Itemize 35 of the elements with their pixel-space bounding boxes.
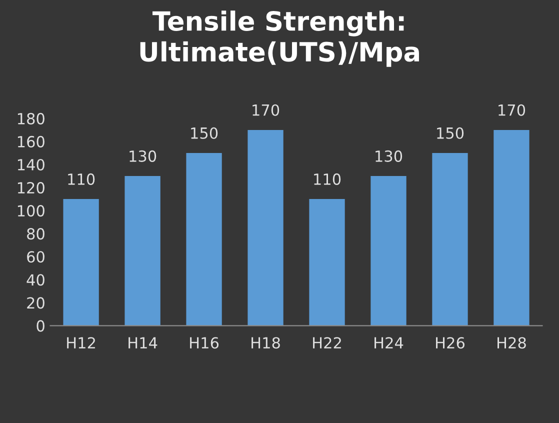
bar	[186, 152, 222, 326]
bar	[309, 199, 345, 326]
bar	[63, 199, 99, 326]
x-tick-label: H26	[436, 337, 464, 349]
y-tick-label: 100	[18, 205, 44, 217]
x-tick-label: H12	[67, 337, 95, 348]
y-tick-label: 160	[18, 136, 44, 148]
x-tick-label: H16	[190, 337, 219, 349]
bar	[494, 130, 530, 326]
y-tick-label: 60	[27, 251, 44, 263]
x-tick-label: H22	[313, 337, 341, 348]
x-tick-label: H24	[374, 337, 404, 348]
data-label: 110	[68, 173, 95, 185]
y-tick-label: 180	[18, 112, 44, 124]
x-tick-label: H18	[252, 337, 280, 349]
bar	[432, 152, 468, 326]
bar	[124, 176, 160, 326]
x-tick-label: H14	[128, 337, 158, 348]
data-label: 170	[252, 104, 280, 116]
y-tick-label: 20	[27, 297, 44, 309]
y-tick-label: 80	[27, 228, 44, 240]
data-label: 150	[437, 127, 464, 139]
data-label: 130	[376, 150, 402, 162]
data-label: 130	[130, 150, 156, 162]
y-tick-label: 40	[26, 274, 44, 286]
y-tick-label: 120	[18, 182, 44, 194]
y-tick-label: 140	[18, 158, 44, 171]
data-label: 110	[314, 173, 341, 185]
bar	[370, 176, 406, 326]
chart-title: Tensile Strength: Ultimate(UTS)/Mpa	[140, 10, 419, 67]
data-label: 170	[498, 104, 526, 116]
data-label: 150	[191, 127, 218, 139]
x-tick-label: H28	[498, 337, 526, 349]
bar	[248, 130, 284, 326]
y-tick-label: 0	[36, 320, 44, 332]
